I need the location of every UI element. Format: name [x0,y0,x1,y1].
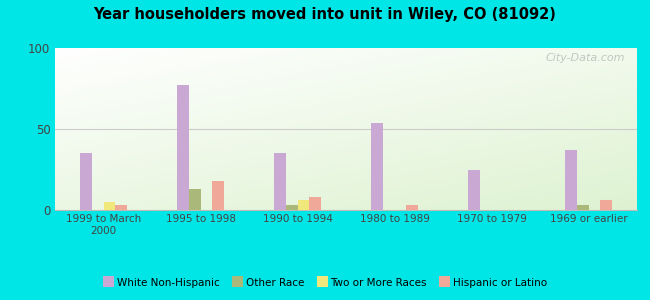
Bar [115,205,127,210]
Bar [406,205,418,210]
Bar [309,197,321,210]
Bar [577,205,588,210]
Bar [286,205,298,210]
Bar [213,181,224,210]
Bar [104,202,115,210]
Legend: White Non-Hispanic, Other Race, Two or More Races, Hispanic or Latino: White Non-Hispanic, Other Race, Two or M… [99,274,551,292]
Bar [189,189,201,210]
Bar [274,153,286,210]
Bar [600,200,612,210]
Bar [177,85,189,210]
Bar [371,122,383,210]
Text: City-Data.com: City-Data.com [546,53,625,63]
Bar [81,153,92,210]
Bar [298,200,309,210]
Bar [566,150,577,210]
Text: Year householders moved into unit in Wiley, CO (81092): Year householders moved into unit in Wil… [94,8,556,22]
Bar [468,169,480,210]
